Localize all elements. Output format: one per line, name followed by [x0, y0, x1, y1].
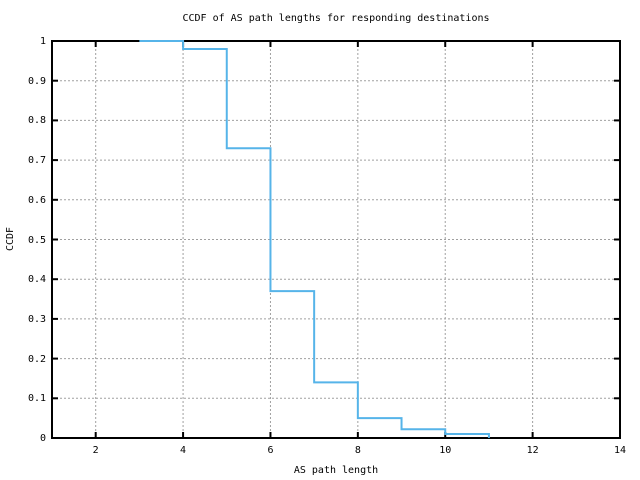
y-tick-label: 0.8 [27, 115, 46, 127]
y-tick-label: 0.6 [27, 194, 46, 206]
x-tick-label: 8 [354, 445, 361, 456]
chart-title: CCDF of AS path lengths for responding d… [182, 13, 490, 24]
x-tick-label: 2 [92, 445, 99, 456]
x-tick-label: 6 [267, 445, 274, 456]
y-tick-label: 0.2 [27, 353, 46, 365]
y-tick-label: 0.1 [27, 393, 46, 405]
x-tick-label: 12 [526, 445, 539, 456]
y-tick-label: 0.5 [27, 234, 46, 246]
x-tick-label: 14 [613, 445, 627, 456]
x-axis-label: AS path length [293, 465, 379, 476]
y-tick-label: 0.7 [27, 155, 46, 167]
y-tick-label: 0.3 [27, 313, 46, 325]
plot-border [51, 40, 621, 439]
ccdf-step-line [139, 40, 490, 438]
y-tick-label: 0.4 [27, 274, 46, 286]
y-tick-label: 1 [39, 36, 46, 47]
x-tick-label: 4 [180, 445, 187, 456]
y-tick-label: 0 [39, 433, 46, 444]
y-tick-label: 0.9 [27, 75, 46, 87]
x-tick-label: 10 [439, 445, 452, 456]
